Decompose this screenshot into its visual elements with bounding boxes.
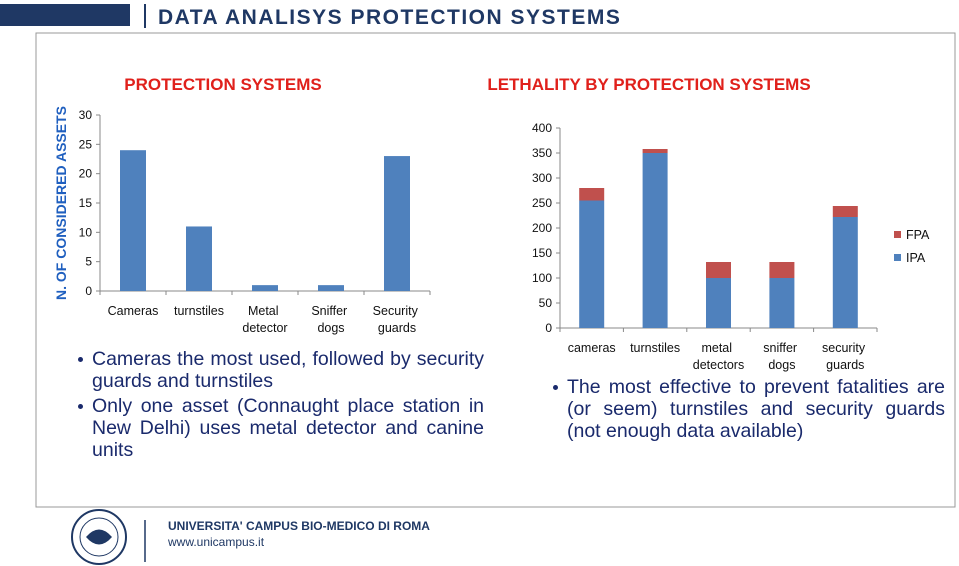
x-tick-label: Cameras: [108, 304, 159, 318]
bar-segment: [832, 206, 858, 217]
x-tick-label: metal detectors: [693, 341, 744, 372]
label-line: detectors: [693, 358, 744, 372]
y-tick-label: 5: [85, 255, 92, 269]
y-tick-label: 0: [545, 321, 552, 335]
y-tick-label: 10: [79, 225, 93, 239]
bar-segment: [579, 188, 605, 201]
chart-title: PROTECTION SYSTEMS: [124, 75, 321, 94]
bar: [120, 150, 146, 291]
y-tick-label: 100: [532, 271, 552, 285]
logo: [71, 509, 127, 565]
bar: [384, 156, 410, 291]
x-tick-label: security guards: [822, 341, 869, 372]
x-tick-label: turnstiles: [174, 304, 224, 318]
label-line: sniffer: [763, 341, 800, 355]
label-line: cameras: [568, 341, 616, 355]
label-line: Metal: [248, 304, 282, 318]
label-line: Sniffer: [311, 304, 350, 318]
y-tick-label: 300: [532, 171, 552, 185]
footer-url: www.unicampus.it: [167, 535, 265, 549]
bar-segment: [579, 200, 605, 328]
label-line: guards: [378, 321, 416, 335]
header-title: DATA ANALISYS PROTECTION SYSTEMS: [158, 6, 621, 29]
bar: [186, 226, 212, 291]
y-tick-label: 200: [532, 221, 552, 235]
bullet: Only one asset (Connaught place station …: [76, 395, 484, 461]
label-line: dogs: [768, 358, 795, 372]
label-line: dogs: [317, 321, 344, 335]
y-tick-label: 20: [79, 167, 93, 181]
label-line: security: [822, 341, 869, 355]
legend-swatch: [894, 254, 901, 261]
bar-segment: [642, 153, 668, 328]
y-tick-label: 400: [532, 121, 552, 135]
bar-segment: [706, 262, 731, 278]
bar-segment: [832, 217, 858, 328]
label-line: metal: [701, 341, 735, 355]
y-tick-label: 50: [539, 296, 553, 310]
y-tick-label: 0: [85, 284, 92, 298]
bullets-left: Cameras the most used, followed by secur…: [76, 348, 484, 464]
chart-title: LETHALITY BY PROTECTION SYSTEMS: [487, 75, 810, 94]
bar-segment: [706, 278, 731, 328]
footer-institution: UNIVERSITA' CAMPUS BIO-MEDICO DI ROMA: [168, 519, 430, 533]
bar-segment: [769, 278, 795, 328]
x-tick-label: Security guards: [373, 304, 422, 335]
y-tick-label: 15: [79, 196, 93, 210]
bullets-right: The most effective to prevent fatalities…: [551, 376, 945, 445]
bar-segment: [769, 262, 795, 278]
bar: [318, 285, 344, 291]
y-tick-label: 150: [532, 246, 552, 260]
label-line: turnstiles: [174, 304, 224, 318]
x-tick-label: Metal detector: [242, 304, 287, 335]
y-tick-label: 350: [532, 146, 552, 160]
y-tick-label: 30: [79, 108, 93, 122]
x-tick-label: cameras: [568, 341, 616, 355]
y-tick-label: 250: [532, 196, 552, 210]
label-line: detector: [242, 321, 287, 335]
x-tick-label: Sniffer dogs: [311, 304, 350, 335]
label-line: Cameras: [108, 304, 159, 318]
header-bar: [0, 4, 130, 26]
label-line: turnstiles: [630, 341, 680, 355]
bullet: The most effective to prevent fatalities…: [551, 376, 945, 442]
y-axis-label: N. OF CONSIDERED ASSETS: [53, 106, 69, 300]
y-tick-label: 25: [79, 137, 93, 151]
legend-swatch: [894, 231, 901, 238]
x-tick-label: turnstiles: [630, 341, 680, 355]
bar-segment: [642, 149, 668, 153]
label-line: Security: [373, 304, 422, 318]
legend-label: IPA: [906, 251, 926, 265]
bullet: Cameras the most used, followed by secur…: [76, 348, 484, 392]
legend-label: FPA: [906, 228, 930, 242]
label-line: guards: [826, 358, 864, 372]
content-frame: [35, 32, 956, 508]
x-tick-label: sniffer dogs: [763, 341, 800, 372]
bar: [252, 285, 278, 291]
